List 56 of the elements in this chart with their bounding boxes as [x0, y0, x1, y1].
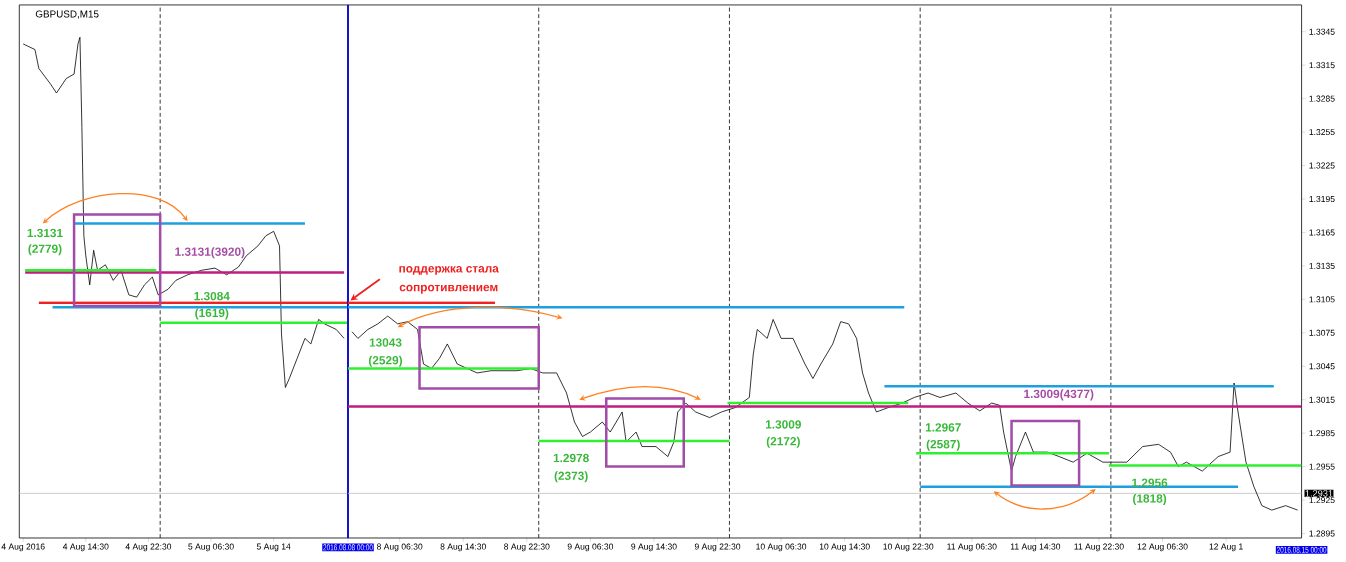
y-tick-label: 1.2955 [1309, 463, 1335, 470]
y-tick-label: 1.2985 [1309, 430, 1335, 437]
x-tick-label: 9 Aug 06:30 [567, 543, 614, 552]
y-tick-label: 1.3075 [1309, 329, 1335, 336]
annotation: 13043 [369, 338, 402, 347]
x-tick-label: 10 Aug 06:30 [756, 543, 807, 552]
ref-line-label: 1.2931 [1305, 490, 1333, 497]
y-tick-label: 1.3135 [1309, 263, 1335, 270]
chart-title: GBPUSD,M15 [35, 10, 99, 19]
x-tick-label: 8 Aug 06:30 [376, 543, 423, 552]
y-tick-label: 1.3045 [1309, 363, 1335, 370]
annotation: (2529) [368, 355, 403, 367]
x-tick-label: 4 Aug 22:30 [125, 543, 172, 552]
annotation: 1.2978 [553, 454, 589, 463]
annotation: 1.3009 [765, 420, 801, 429]
x-tick-label: 11 Aug 14:30 [1010, 543, 1061, 552]
x-tick-label: 12 Aug 1 [1209, 543, 1243, 552]
x-tick-label: 10 Aug 22:30 [883, 543, 934, 552]
x-tick-label: 11 Aug 22:30 [1074, 543, 1124, 552]
x-tick-label: 12 Aug 06:30 [1137, 543, 1188, 552]
annotation: (2779) [28, 244, 62, 256]
x-tick-label: 5 Aug 06:30 [188, 543, 234, 552]
y-tick-label: 1.3255 [1309, 129, 1335, 136]
annotation: (2373) [554, 471, 588, 483]
y-tick-label: 1.3015 [1309, 396, 1335, 403]
annotation: 1.3131(3920) [175, 247, 245, 259]
annotation: 1.3009(4377) [1024, 389, 1094, 401]
annotation: (2172) [766, 436, 800, 448]
annotation: сопротивлением [399, 284, 498, 294]
annotation: поддержка стала [399, 266, 499, 276]
x-tick-label: 9 Aug 22:30 [694, 543, 741, 552]
y-tick-label: 1.3315 [1309, 62, 1335, 69]
y-tick-label: 1.3195 [1309, 196, 1335, 203]
x-tick-label: 4 Aug 14:30 [62, 543, 109, 552]
x-tick-label: 11 Aug 06:30 [947, 543, 997, 552]
x-tick-label: 4 Aug 2016 [1, 543, 45, 552]
x-tick-label: 8 Aug 22:30 [504, 543, 550, 552]
y-tick-label: 1.3165 [1309, 229, 1335, 236]
x-tick-label: 10 Aug 14:30 [819, 543, 870, 552]
annotation: (1818) [1133, 494, 1167, 506]
x-tick-label: 2016.08.08 00:00 [323, 544, 373, 551]
text: 2016.08.15 00:00 [1276, 546, 1327, 554]
annotation: (2587) [926, 439, 960, 451]
x-tick-label: 5 Aug 14 [256, 543, 291, 552]
y-tick-label: 1.3345 [1309, 28, 1335, 35]
x-tick-label: 9 Aug 14:30 [631, 543, 677, 552]
x-tick-label: 8 Aug 14:30 [440, 543, 486, 552]
y-tick-label: 1.3225 [1309, 162, 1335, 169]
annotation: 1.2967 [925, 423, 961, 432]
y-tick-label: 1.3285 [1309, 95, 1335, 102]
annotation: 1.3131 [27, 228, 63, 238]
y-tick-label: 1.2925 [1309, 497, 1335, 504]
annotation: (1619) [195, 308, 229, 320]
y-tick-label: 1.3105 [1309, 296, 1335, 303]
annotation: 1.3084 [194, 292, 230, 301]
y-tick-label: 1.2895 [1309, 530, 1335, 537]
